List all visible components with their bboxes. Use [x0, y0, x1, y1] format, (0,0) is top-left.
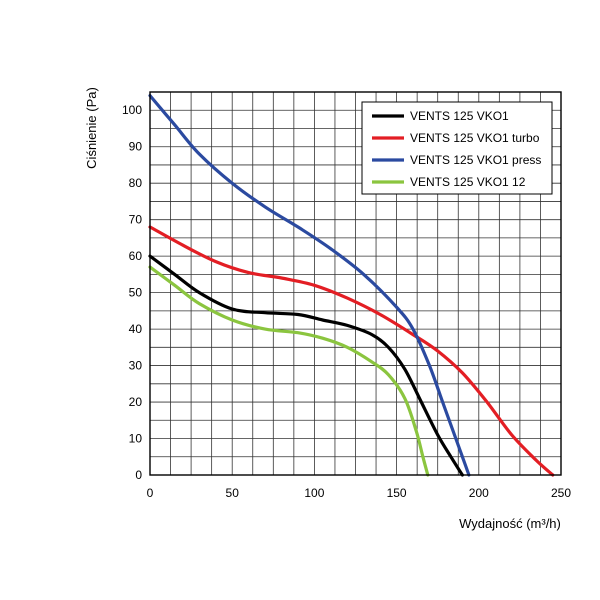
- legend-label: VENTS 125 VKO1 press: [410, 153, 541, 167]
- x-tick-label: 50: [226, 486, 240, 500]
- x-tick-label: 200: [469, 486, 489, 500]
- y-tick-label: 60: [129, 249, 143, 263]
- y-tick-label: 40: [129, 322, 143, 336]
- series-line-vko1-12: [148, 265, 430, 477]
- y-tick-label: 70: [129, 213, 143, 227]
- series-line-vko1-press: [148, 94, 471, 477]
- y-tick-label: 30: [129, 359, 143, 373]
- series-line-vko1: [148, 254, 464, 477]
- x-tick-label: 100: [304, 486, 324, 500]
- legend: VENTS 125 VKO1 VENTS 125 VKO1 turbo VENTS …: [361, 101, 553, 195]
- y-tick-label: 20: [129, 395, 143, 409]
- series-lines: [148, 94, 555, 477]
- plot-frame: [149, 91, 562, 476]
- legend-label: VENTS 125 VKO1 12: [410, 175, 526, 189]
- y-tick-label: 10: [129, 432, 143, 446]
- x-tick-label: 250: [551, 486, 571, 500]
- y-tick-label: 50: [129, 286, 143, 300]
- tick-labels: 0 50 100 150 200 250 0 10 20 30 40 50 60 70 80 90 100: [122, 103, 571, 500]
- series-line-vko1-turbo: [148, 225, 555, 477]
- x-axis-title: Wydajność (m³/h): [459, 516, 561, 531]
- y-tick-label: 100: [122, 103, 142, 117]
- y-axis-title: Ciśnienie (Pa): [84, 87, 99, 169]
- y-tick-label: 80: [129, 176, 143, 190]
- x-tick-label: 150: [387, 486, 407, 500]
- x-tick-label: 0: [147, 486, 154, 500]
- legend-label: VENTS 125 VKO1: [410, 109, 509, 123]
- y-tick-label: 90: [129, 140, 143, 154]
- y-tick-label: 0: [135, 468, 142, 482]
- legend-label: VENTS 125 VKO1 turbo: [410, 131, 540, 145]
